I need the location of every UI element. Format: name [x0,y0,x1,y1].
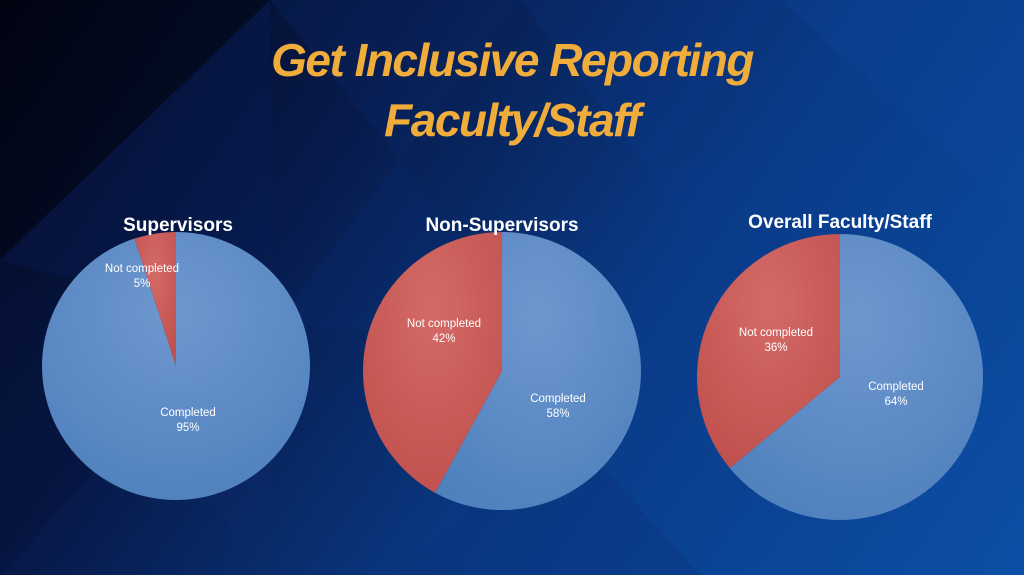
pie-slice-completed [435,232,642,510]
pie-slice-completed [729,234,983,520]
pie-chart-3: Overall Faculty/Staff Completed 64% Not com… [696,212,983,520]
data-label-category: Not completed [105,263,179,275]
slide-title-line2: Faculty/Staff [384,94,641,146]
chart-title: Overall Faculty/Staff [748,212,932,233]
data-label-value: 95% [176,422,199,434]
data-label-category: Completed [530,393,586,405]
data-label-category: Completed [868,381,924,393]
pie-chart-1: Supervisors Completed 95% Not completed 5% [41,215,310,500]
pie-chart-2: Non-Supervisors Completed 58% Not completed… [363,215,642,510]
data-label-category: Not completed [407,318,481,330]
chart-title: Supervisors [123,215,233,236]
pie-slice-not-completed [363,232,502,493]
data-label-category: Completed [160,407,216,419]
data-label-value: 58% [546,408,569,420]
data-label-value: 64% [884,396,907,408]
pie-slice-completed [41,232,310,500]
slide-title-line1: Get Inclusive Reporting [271,34,754,86]
data-label-value: 36% [764,342,787,354]
data-label-value: 5% [134,278,151,290]
slide-title: Get Inclusive Reporting Faculty/Staff [0,30,1024,150]
pie-slice-not-completed [696,234,840,469]
data-label-value: 42% [432,333,455,345]
chart-title: Non-Supervisors [425,215,578,236]
pie-slice-not-completed [134,232,176,366]
data-label-category: Not completed [739,327,813,339]
